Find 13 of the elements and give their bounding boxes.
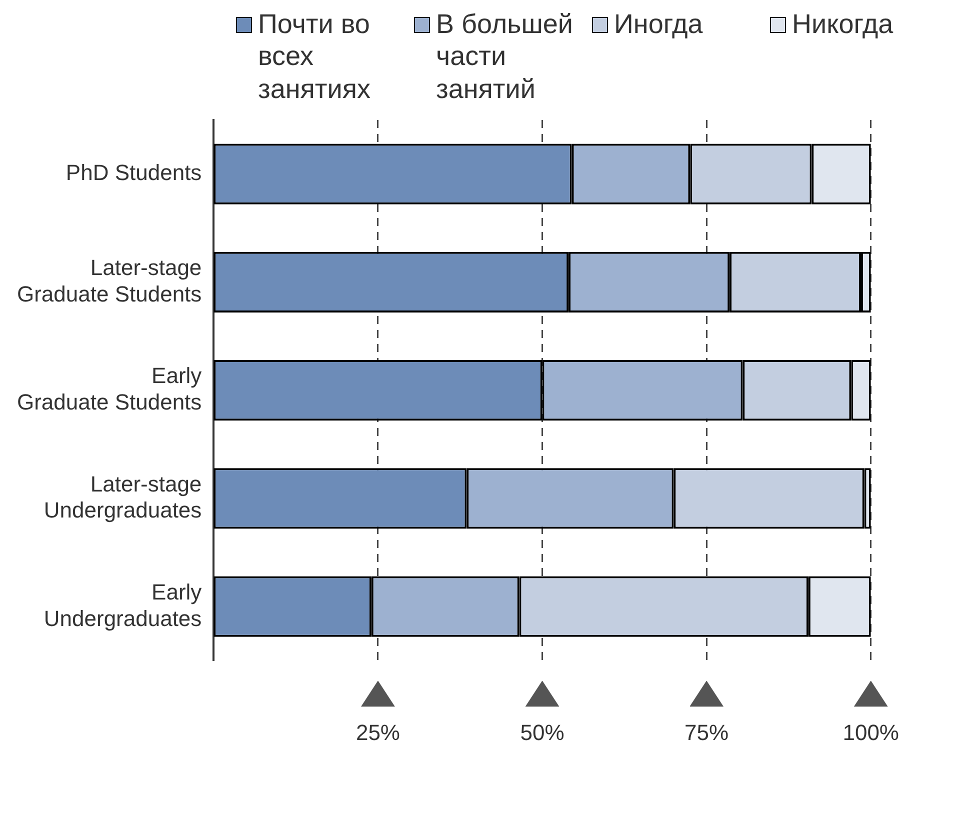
x-tick-label: 50% [520, 720, 564, 745]
legend-label: Иногда [614, 8, 703, 40]
y-tick-label: Later-stage Graduate Students [16, 255, 202, 306]
x-tick-label: 75% [684, 720, 729, 745]
x-tick-label: 100% [842, 720, 900, 745]
y-tick-label: Early Undergraduates [44, 579, 202, 631]
y-tick-label: PhD Students [66, 160, 202, 186]
x-tick-label: 25% [356, 720, 400, 745]
legend-label: В большей части занятий [436, 8, 574, 106]
y-tick-label: Early Graduate Students [16, 363, 202, 415]
y-tick-label: Later-stage Undergraduates [44, 471, 202, 523]
legend-label: Никогда [792, 8, 894, 40]
legend-label: Почти во всех занятиях [258, 8, 372, 106]
